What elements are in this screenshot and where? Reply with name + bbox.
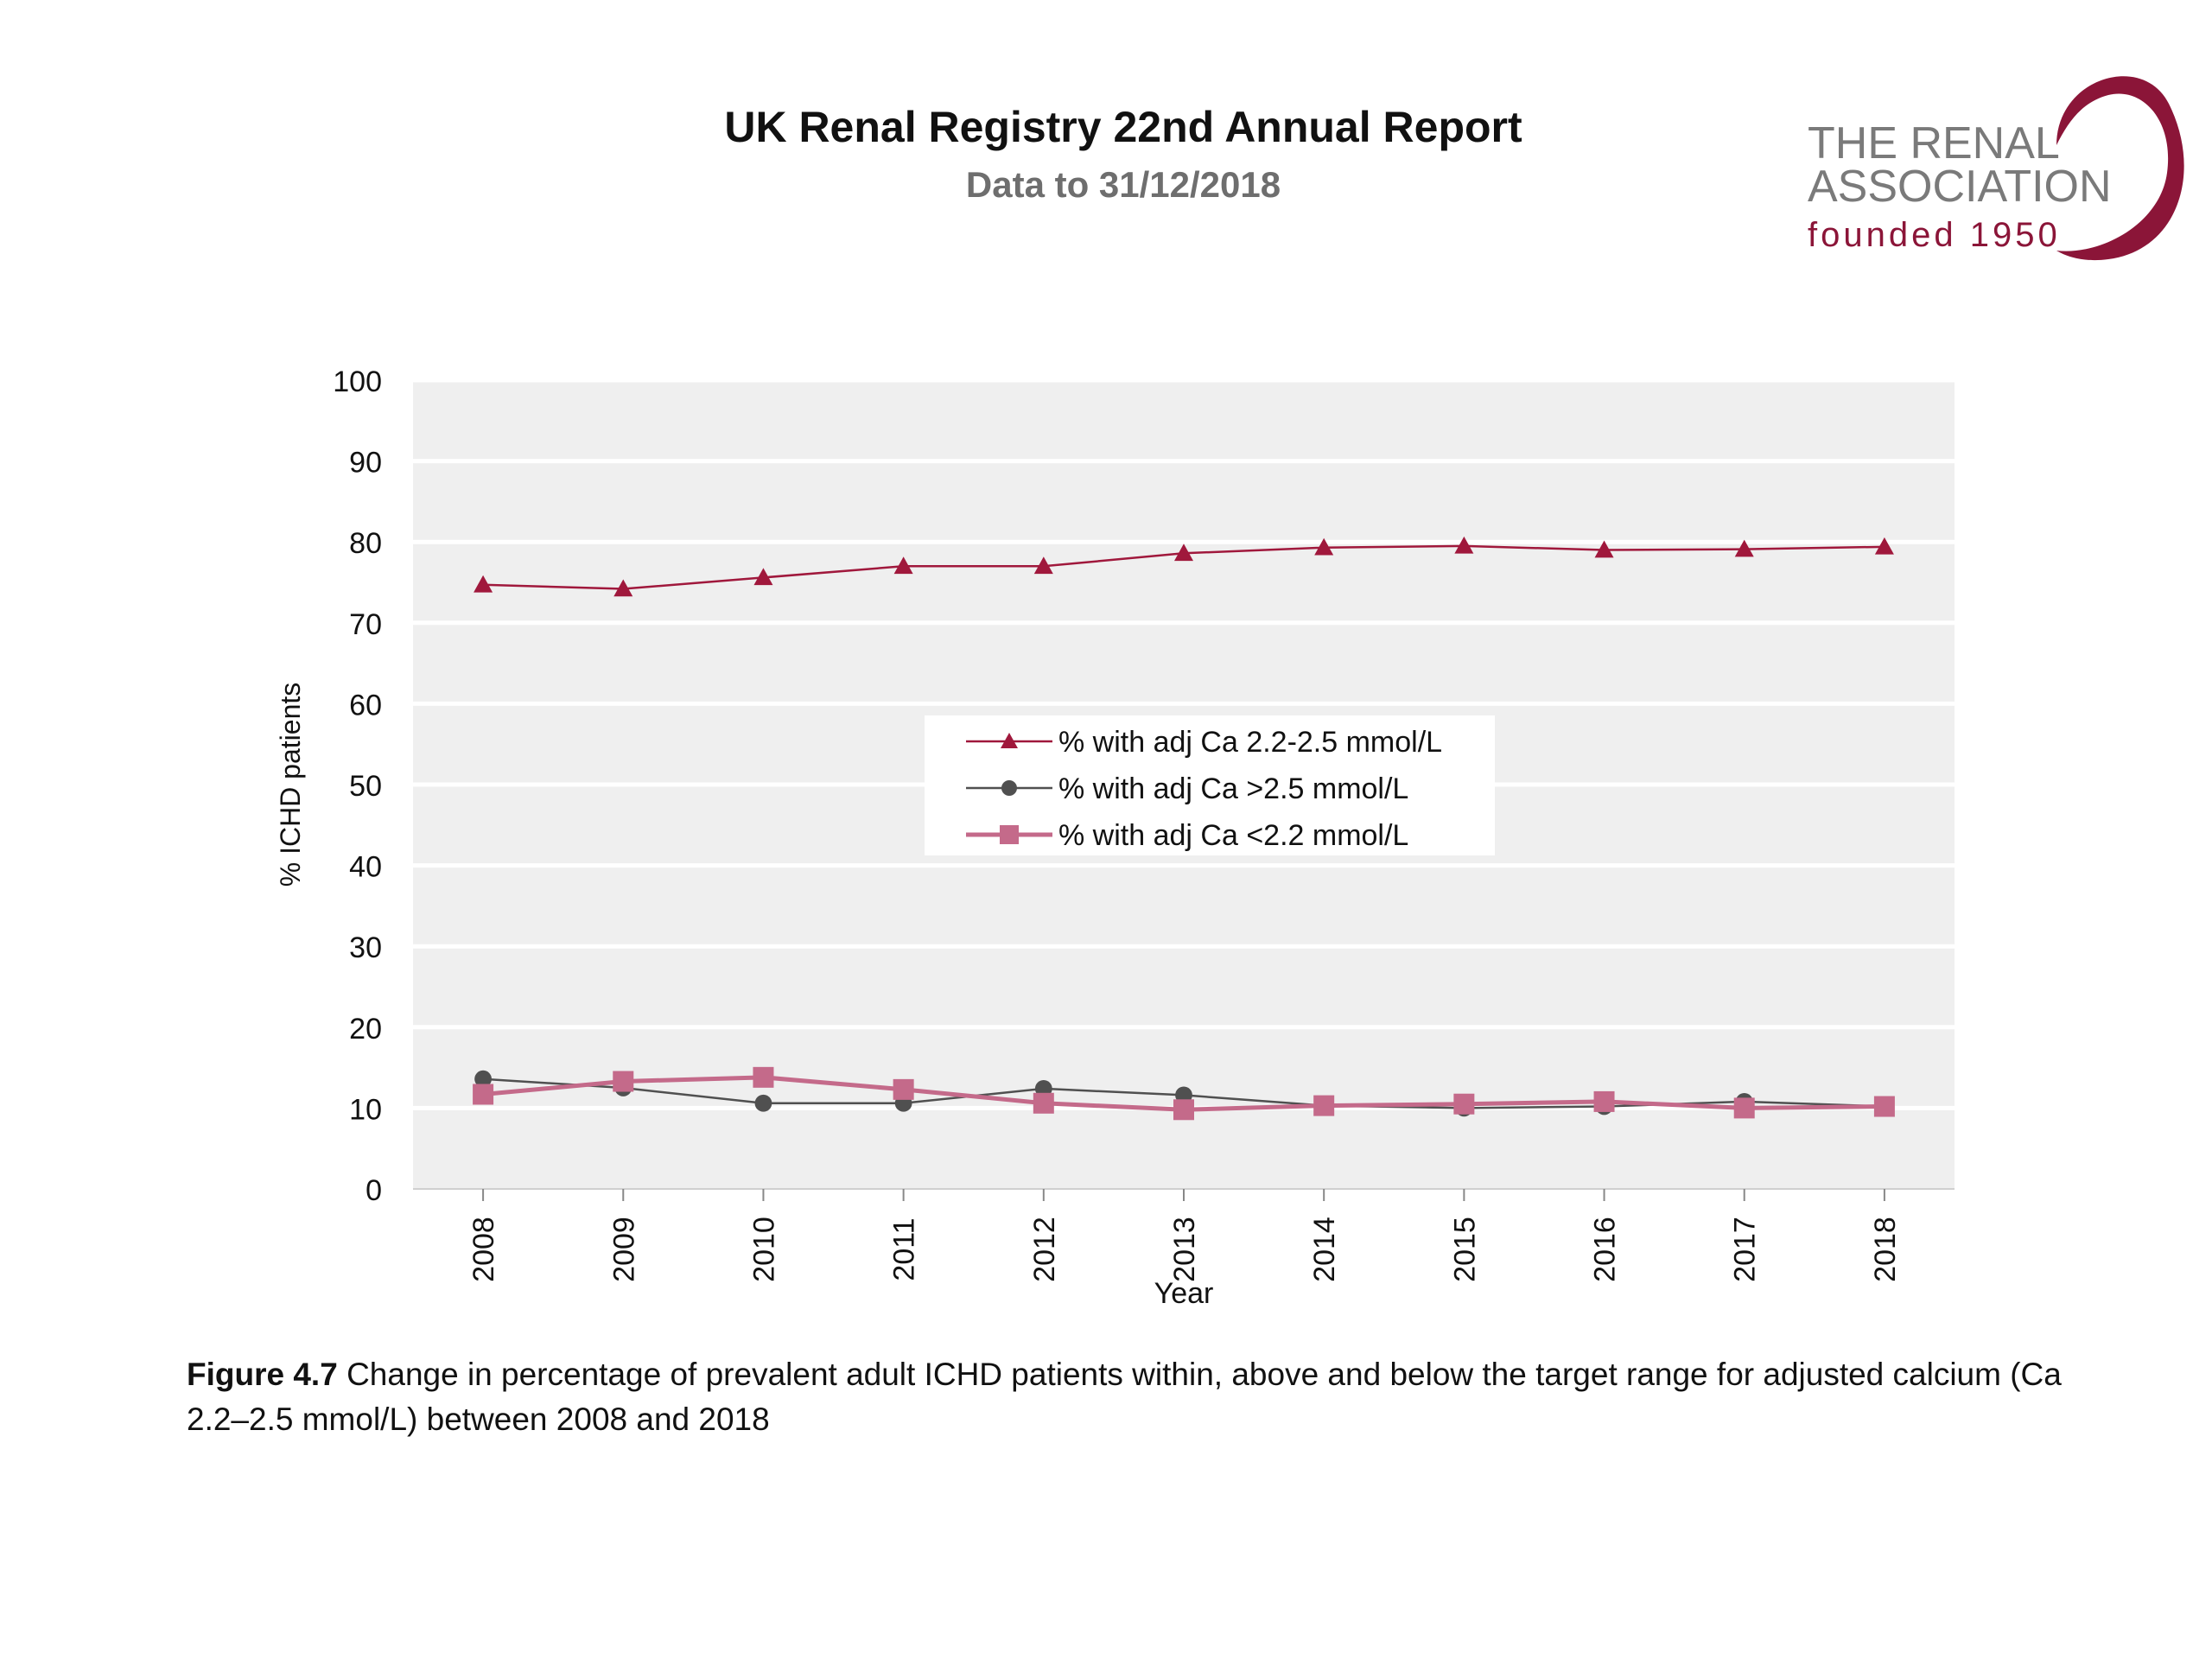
data-point-square (1453, 1093, 1475, 1115)
data-point-square (1033, 1092, 1054, 1114)
report-subtitle: Data to 31/12/2018 (965, 164, 1281, 205)
logo-swirl-icon (2056, 76, 2184, 261)
logo-text-line3: founded 1950 (1808, 216, 2061, 254)
series-square (473, 1066, 1895, 1121)
x-tick-label: 2014 (1308, 1217, 1341, 1282)
series-group (473, 536, 1895, 1121)
x-axis-ticks: 2008 2009 2010 2011 2012 2013 2014 2015 2016 2017… (467, 1189, 1902, 1282)
y-tick-label: 60 (349, 689, 382, 721)
y-tick-label: 0 (365, 1174, 382, 1207)
x-tick-label: 2012 (1028, 1217, 1061, 1282)
y-tick-label: 70 (349, 608, 382, 641)
series-triangle (474, 536, 1894, 597)
figure-caption: Figure 4.7 Change in percentage of preva… (187, 1352, 2070, 1442)
legend-label: % with adj Ca <2.2 mmol/L (1058, 819, 1408, 852)
x-tick-label: 2017 (1729, 1217, 1762, 1282)
data-point-triangle (1874, 537, 1894, 555)
renal-association-logo: THE RENAL ASSOCIATION founded 1950 (1797, 52, 2195, 276)
data-point-circle (1001, 780, 1017, 796)
logo-text-line2: ASSOCIATION (1808, 162, 2112, 212)
data-point-square (1593, 1090, 1615, 1112)
figure-label: Figure 4.7 (187, 1357, 338, 1392)
data-point-square (893, 1078, 914, 1100)
y-tick-label: 40 (349, 851, 382, 884)
y-axis-ticks: 0 10 20 30 40 50 60 70 80 90 100 (333, 365, 382, 1207)
x-tick-label: 2011 (888, 1217, 921, 1281)
data-point-circle (754, 1094, 772, 1112)
data-point-triangle (1594, 540, 1614, 558)
x-tick-label: 2016 (1589, 1217, 1622, 1282)
x-tick-label: 2009 (607, 1217, 640, 1282)
y-tick-label: 20 (349, 1013, 382, 1046)
data-point-square (1000, 825, 1019, 844)
data-point-triangle (1033, 556, 1053, 575)
legend: % with adj Ca 2.2-2.5 mmol/L % with adj C… (925, 715, 1495, 855)
data-point-square (1313, 1095, 1335, 1116)
x-tick-label: 2008 (467, 1217, 500, 1282)
data-point-square (473, 1084, 494, 1105)
legend-label: % with adj Ca >2.5 mmol/L (1058, 772, 1408, 805)
data-point-square (1733, 1097, 1755, 1119)
data-point-triangle (613, 579, 633, 597)
data-point-square (613, 1071, 634, 1092)
figure-caption-text: Change in percentage of prevalent adult … (187, 1357, 2062, 1437)
x-tick-label: 2018 (1869, 1217, 1902, 1282)
data-point-circle (474, 1070, 492, 1088)
x-tick-label: 2010 (747, 1217, 780, 1282)
data-point-triangle (1454, 536, 1474, 554)
x-axis-label: Year (1154, 1277, 1214, 1310)
data-point-square (1173, 1099, 1194, 1121)
data-point-triangle (1734, 539, 1754, 557)
y-tick-label: 30 (349, 931, 382, 964)
data-point-square (1873, 1096, 1895, 1117)
data-point-square (753, 1066, 774, 1088)
y-tick-label: 80 (349, 527, 382, 560)
x-tick-label: 2015 (1448, 1217, 1481, 1282)
data-point-triangle (1174, 543, 1193, 562)
y-tick-label: 50 (349, 770, 382, 803)
legend-label: % with adj Ca 2.2-2.5 mmol/L (1058, 726, 1442, 759)
data-point-triangle (893, 556, 913, 575)
report-title: UK Renal Registry 22nd Annual Report (724, 103, 1522, 151)
data-point-triangle (1314, 537, 1334, 556)
y-tick-label: 90 (349, 447, 382, 480)
y-tick-label: 10 (349, 1093, 382, 1126)
data-point-triangle (753, 568, 773, 586)
y-tick-label: 100 (333, 365, 382, 398)
logo-text-line1: THE RENAL (1808, 118, 2060, 168)
legend-box (925, 715, 1495, 855)
data-point-triangle (474, 575, 493, 593)
data-point-triangle (1001, 733, 1018, 748)
x-tick-label: 2013 (1168, 1217, 1201, 1282)
y-axis-label: % ICHD patients (275, 683, 306, 887)
